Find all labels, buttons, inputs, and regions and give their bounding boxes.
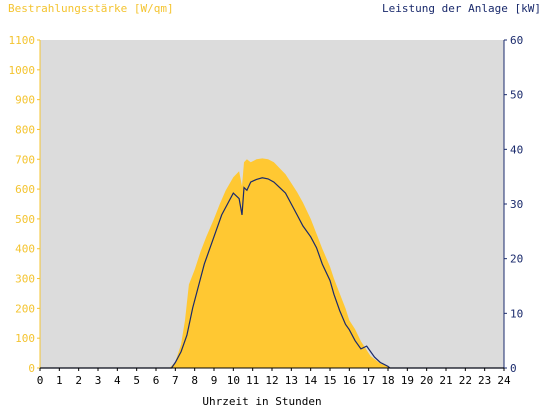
series-layer	[40, 158, 504, 369]
x-tick-label: 1	[56, 374, 63, 387]
left-tick-label: 400	[15, 243, 35, 256]
x-tick-label: 22	[459, 374, 472, 387]
x-tick-label: 11	[246, 374, 259, 387]
power-line	[40, 177, 504, 369]
left-tick-label: 500	[15, 213, 35, 226]
left-axis-title: Bestrahlungsstärke [W/qm]	[8, 2, 174, 15]
x-tick-label: 17	[362, 374, 375, 387]
right-tick-label: 40	[510, 143, 523, 156]
left-tick-label: 600	[15, 183, 35, 196]
right-tick-label: 50	[510, 89, 523, 102]
x-tick-label: 10	[227, 374, 240, 387]
x-tick-label: 24	[497, 374, 511, 387]
left-tick-label: 700	[15, 153, 35, 166]
x-tick-label: 16	[343, 374, 356, 387]
x-tick-labels: 0 1 2 3 4 5 6 7 8 9 10 11 12 13 14 15 16 17 18 19 20 21 22 23 24	[37, 368, 511, 387]
x-tick-label: 18	[381, 374, 394, 387]
x-tick-label: 20	[420, 374, 433, 387]
left-tick-label: 1100	[9, 34, 36, 47]
right-tick-label: 0	[510, 362, 517, 375]
left-tick-label: 1000	[9, 64, 36, 77]
x-tick-label: 9	[211, 374, 218, 387]
x-tick-label: 23	[478, 374, 491, 387]
x-tick-label: 21	[439, 374, 452, 387]
x-tick-label: 4	[114, 374, 121, 387]
irradiance-area	[40, 158, 504, 368]
right-tick-labels: 0 10 20 30 40 50 60	[504, 34, 523, 375]
x-tick-label: 15	[323, 374, 336, 387]
right-tick-label: 10	[510, 307, 523, 320]
left-tick-label: 200	[15, 302, 35, 315]
x-tick-label: 2	[75, 374, 82, 387]
x-axis-title: Uhrzeit in Stunden	[202, 395, 321, 408]
left-tick-label: 0	[28, 362, 35, 375]
right-tick-label: 60	[510, 34, 523, 47]
x-tick-label: 13	[285, 374, 298, 387]
x-tick-label: 12	[265, 374, 278, 387]
x-tick-label: 3	[95, 374, 102, 387]
x-tick-label: 8	[191, 374, 198, 387]
x-tick-label: 14	[304, 374, 318, 387]
x-tick-label: 5	[133, 374, 140, 387]
left-tick-label: 300	[15, 273, 35, 286]
right-tick-label: 30	[510, 198, 523, 211]
right-tick-label: 20	[510, 253, 523, 266]
x-tick-label: 7	[172, 374, 179, 387]
x-tick-label: 6	[153, 374, 160, 387]
left-tick-label: 100	[15, 332, 35, 345]
x-tick-label: 0	[37, 374, 44, 387]
left-tick-labels: 0 100 200 300 400 500 600 700 800 900 1000 1100	[9, 34, 40, 375]
left-tick-label: 800	[15, 123, 35, 136]
right-axis-title: Leistung der Anlage [kW]	[382, 2, 541, 15]
left-tick-label: 900	[15, 94, 35, 107]
x-tick-label: 19	[401, 374, 414, 387]
